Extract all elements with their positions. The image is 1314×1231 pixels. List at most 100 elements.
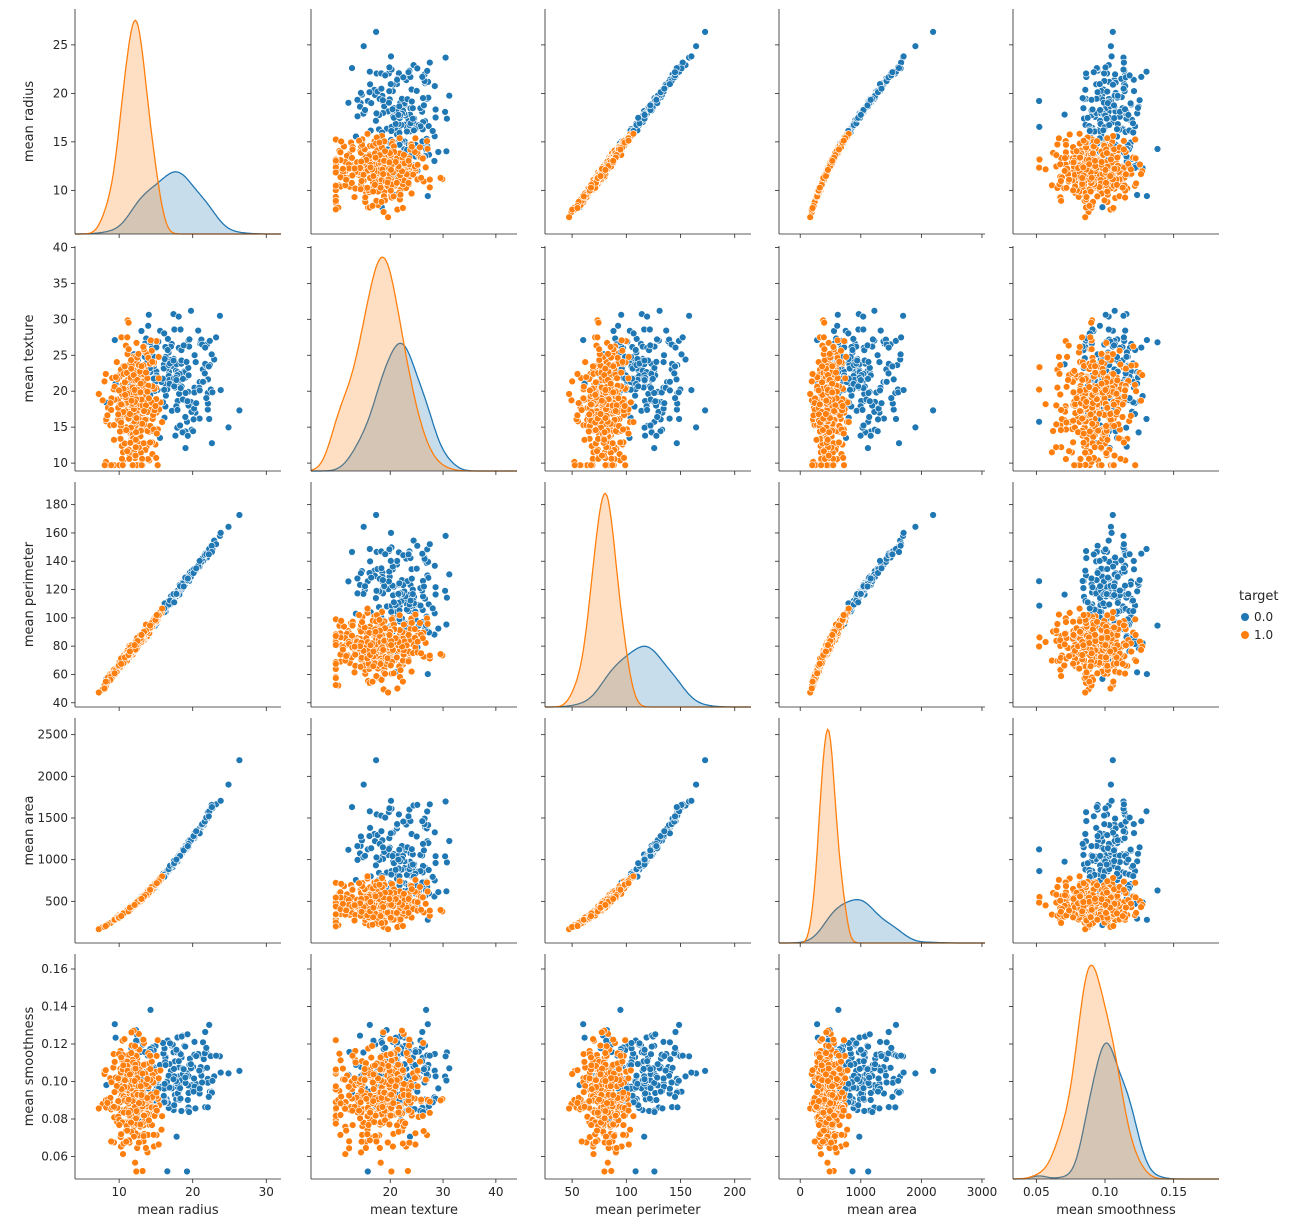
point <box>192 399 200 407</box>
point <box>192 564 200 573</box>
point <box>146 336 155 345</box>
point <box>372 117 380 125</box>
point <box>1103 134 1112 142</box>
point <box>899 52 908 61</box>
subplot-1-3 <box>775 246 985 475</box>
point <box>643 406 651 414</box>
point <box>1075 130 1084 138</box>
point <box>1056 160 1064 169</box>
point <box>1070 461 1078 469</box>
point <box>864 358 873 366</box>
point <box>1076 455 1085 463</box>
point <box>1035 363 1044 371</box>
subplot-0-3 <box>775 9 985 238</box>
point <box>839 137 848 145</box>
point <box>1099 126 1108 135</box>
point <box>332 157 340 165</box>
point <box>876 386 884 395</box>
point <box>391 120 400 128</box>
y-tick-label: 30 <box>53 312 68 326</box>
point <box>131 451 140 460</box>
point <box>892 415 900 423</box>
point <box>819 426 827 434</box>
point <box>353 112 362 121</box>
point <box>701 406 709 415</box>
point <box>1091 362 1099 370</box>
point <box>183 397 192 405</box>
point <box>1076 153 1084 162</box>
point <box>1106 410 1114 418</box>
point <box>643 312 651 321</box>
point <box>365 88 374 96</box>
point <box>1110 461 1118 469</box>
point <box>889 405 898 414</box>
point <box>857 376 865 384</box>
point <box>618 358 627 366</box>
point <box>600 428 609 436</box>
point <box>1103 87 1111 96</box>
point <box>677 350 686 359</box>
point <box>152 454 160 462</box>
point <box>1100 69 1108 78</box>
point <box>1116 455 1125 463</box>
point <box>895 439 903 447</box>
point <box>124 318 133 327</box>
point <box>606 380 615 388</box>
point <box>1129 119 1137 128</box>
point <box>1142 415 1151 423</box>
point <box>190 351 199 359</box>
point <box>426 183 434 192</box>
point <box>426 175 434 184</box>
point <box>208 439 216 447</box>
point <box>884 369 893 378</box>
y-tick-label: 35 <box>53 276 68 290</box>
y-tick-label: 25 <box>53 348 68 362</box>
point <box>103 411 112 420</box>
point <box>418 73 427 81</box>
point <box>1118 400 1127 409</box>
point <box>408 143 416 151</box>
point <box>897 333 905 342</box>
point <box>1124 111 1133 119</box>
point <box>1087 318 1095 327</box>
point <box>395 134 404 142</box>
point <box>627 398 635 407</box>
point <box>1076 387 1084 395</box>
point <box>580 383 588 391</box>
point <box>127 356 135 364</box>
point <box>431 82 439 90</box>
point <box>655 307 664 315</box>
point <box>426 58 434 67</box>
point <box>174 312 183 321</box>
point <box>1083 114 1092 122</box>
subplot-0-1 <box>307 9 517 238</box>
point <box>1069 438 1077 447</box>
point <box>127 397 136 405</box>
point <box>1041 165 1050 174</box>
point <box>1122 424 1130 432</box>
point <box>816 184 824 192</box>
point <box>865 413 873 421</box>
point <box>148 346 156 355</box>
y-tick-label: 40 <box>53 240 68 254</box>
point <box>199 378 207 386</box>
point <box>833 336 842 345</box>
point <box>820 318 828 327</box>
point <box>1097 443 1105 452</box>
point <box>1056 361 1064 369</box>
point <box>586 386 594 395</box>
point <box>826 350 834 358</box>
point <box>441 108 449 116</box>
point <box>410 126 418 135</box>
point <box>445 91 454 100</box>
point <box>660 84 669 93</box>
point <box>1076 407 1084 415</box>
point <box>117 418 125 427</box>
point <box>1126 99 1135 108</box>
point <box>411 134 420 143</box>
point <box>1120 137 1128 145</box>
point <box>1112 390 1121 398</box>
point <box>428 127 437 135</box>
